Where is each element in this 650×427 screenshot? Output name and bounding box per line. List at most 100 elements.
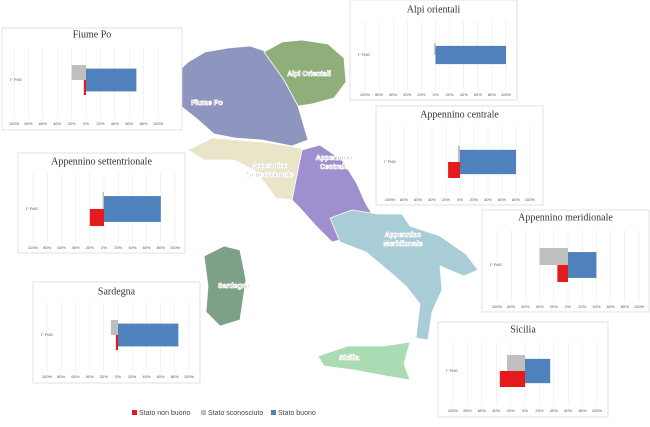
- x-tick-label: 20%: [507, 408, 515, 413]
- bar: [104, 196, 161, 222]
- x-tick-label: 100%: [42, 374, 53, 379]
- x-tick-label: 80%: [463, 408, 471, 413]
- charts: Fiume Po 100% 80% 60% 40% 20% 0% 20% 40% 60% 80% 10…: [1, 0, 650, 418]
- x-tick-label: 100%: [184, 374, 195, 379]
- category-label: I° PdG: [490, 262, 502, 267]
- x-tick-label: 60%: [564, 408, 572, 413]
- x-tick-label: 20%: [86, 245, 94, 250]
- bar: [86, 68, 137, 92]
- bar: [110, 320, 118, 335]
- legend-label: Stato non buono: [139, 410, 190, 417]
- region-label: Meridionale: [384, 241, 423, 248]
- category-label: I° PdG: [26, 206, 38, 211]
- x-tick-label: 60%: [57, 245, 65, 250]
- x-tick-label: 80%: [57, 374, 65, 379]
- x-tick-label: 0%: [565, 304, 571, 309]
- bar: [71, 65, 86, 80]
- x-tick-label: 100%: [153, 121, 164, 126]
- x-tick-label: 60%: [39, 121, 47, 126]
- x-tick-label: 100%: [360, 92, 371, 97]
- region-label: Alpi Orientali: [287, 71, 331, 78]
- chart-panel: Appennino settentrionale 100% 80% 60% 40% 20%…: [17, 152, 186, 254]
- region-label: Appennino: [252, 163, 289, 170]
- x-tick-label: 20%: [550, 304, 558, 309]
- region-label: Sardegna: [218, 283, 250, 290]
- x-tick-label: 100%: [170, 245, 181, 250]
- legend-label: Stato sconosciuto: [208, 410, 263, 417]
- x-tick-label: 40%: [536, 304, 544, 309]
- category-label: I° PdG: [41, 332, 53, 337]
- region-label: Sicilia: [339, 355, 359, 362]
- chart-panel: Sicilia 100% 80% 60% 40% 20% 0% 20% 40% 60% 80% 100…: [437, 321, 609, 418]
- bar: [539, 248, 568, 265]
- x-tick-label: 40%: [86, 374, 94, 379]
- x-tick-label: 40%: [128, 245, 136, 250]
- chart-title: Appennino settentrionale: [51, 156, 152, 167]
- x-tick-label: 40%: [403, 92, 411, 97]
- x-tick-label: 20%: [68, 121, 76, 126]
- x-tick-label: 40%: [550, 408, 558, 413]
- x-tick-label: 40%: [484, 197, 492, 202]
- x-tick-label: 20%: [442, 197, 450, 202]
- x-tick-label: 60%: [157, 374, 165, 379]
- x-tick-label: 20%: [535, 408, 543, 413]
- bar: [448, 162, 460, 178]
- x-tick-label: 40%: [460, 92, 468, 97]
- x-tick-label: 20%: [417, 92, 425, 97]
- x-tick-label: 100%: [592, 408, 603, 413]
- x-tick-label: 20%: [96, 121, 104, 126]
- x-tick-label: 40%: [142, 374, 150, 379]
- legend-label: Stato buono: [278, 410, 316, 417]
- bar: [83, 80, 86, 95]
- legend-swatch: [271, 410, 276, 415]
- x-tick-label: 100%: [448, 408, 459, 413]
- bar: [89, 209, 104, 226]
- region-appennino-settentrionale: [187, 137, 307, 201]
- x-tick-label: 40%: [111, 121, 119, 126]
- region-label: Centrale: [320, 164, 348, 171]
- x-tick-label: 80%: [507, 304, 515, 309]
- bar: [434, 43, 436, 55]
- bar: [115, 335, 118, 350]
- x-tick-label: 0%: [433, 92, 439, 97]
- chart-title: Appennino centrale: [420, 109, 499, 120]
- x-tick-label: 60%: [125, 121, 133, 126]
- chart-title: Fiume Po: [73, 29, 112, 40]
- x-tick-label: 40%: [428, 197, 436, 202]
- legend: Stato non buono Stato sconosciuto Stato bu…: [132, 410, 316, 417]
- x-tick-label: 80%: [171, 374, 179, 379]
- x-tick-label: 20%: [446, 92, 454, 97]
- x-tick-label: 20%: [100, 374, 108, 379]
- bar: [499, 371, 525, 387]
- x-tick-label: 0%: [115, 374, 121, 379]
- x-tick-label: 100%: [525, 197, 536, 202]
- region-sicilia: [317, 341, 411, 381]
- x-tick-label: 60%: [474, 92, 482, 97]
- x-tick-label: 60%: [389, 92, 397, 97]
- x-tick-label: 80%: [512, 197, 520, 202]
- x-tick-label: 100%: [28, 245, 39, 250]
- x-tick-label: 100%: [634, 304, 645, 309]
- region-appennino-meridionale: [329, 209, 479, 341]
- bar: [457, 146, 460, 162]
- x-tick-label: 60%: [71, 374, 79, 379]
- x-tick-label: 40%: [492, 408, 500, 413]
- region-sardegna: [203, 245, 247, 327]
- x-tick-label: 60%: [498, 197, 506, 202]
- x-tick-label: 100%: [385, 197, 396, 202]
- x-tick-label: 60%: [478, 408, 486, 413]
- region-label: Settentrionale: [247, 172, 294, 179]
- chart-title: Sicilia: [510, 324, 536, 335]
- x-tick-label: 20%: [128, 374, 136, 379]
- bar: [507, 355, 525, 371]
- x-tick-label: 40%: [592, 304, 600, 309]
- bar: [525, 358, 551, 384]
- x-tick-label: 80%: [43, 245, 51, 250]
- x-tick-label: 0%: [83, 121, 89, 126]
- x-tick-label: 40%: [53, 121, 61, 126]
- x-tick-label: 0%: [522, 408, 528, 413]
- x-tick-label: 100%: [492, 304, 503, 309]
- x-tick-label: 20%: [114, 245, 122, 250]
- region-label: Appennino: [385, 232, 422, 239]
